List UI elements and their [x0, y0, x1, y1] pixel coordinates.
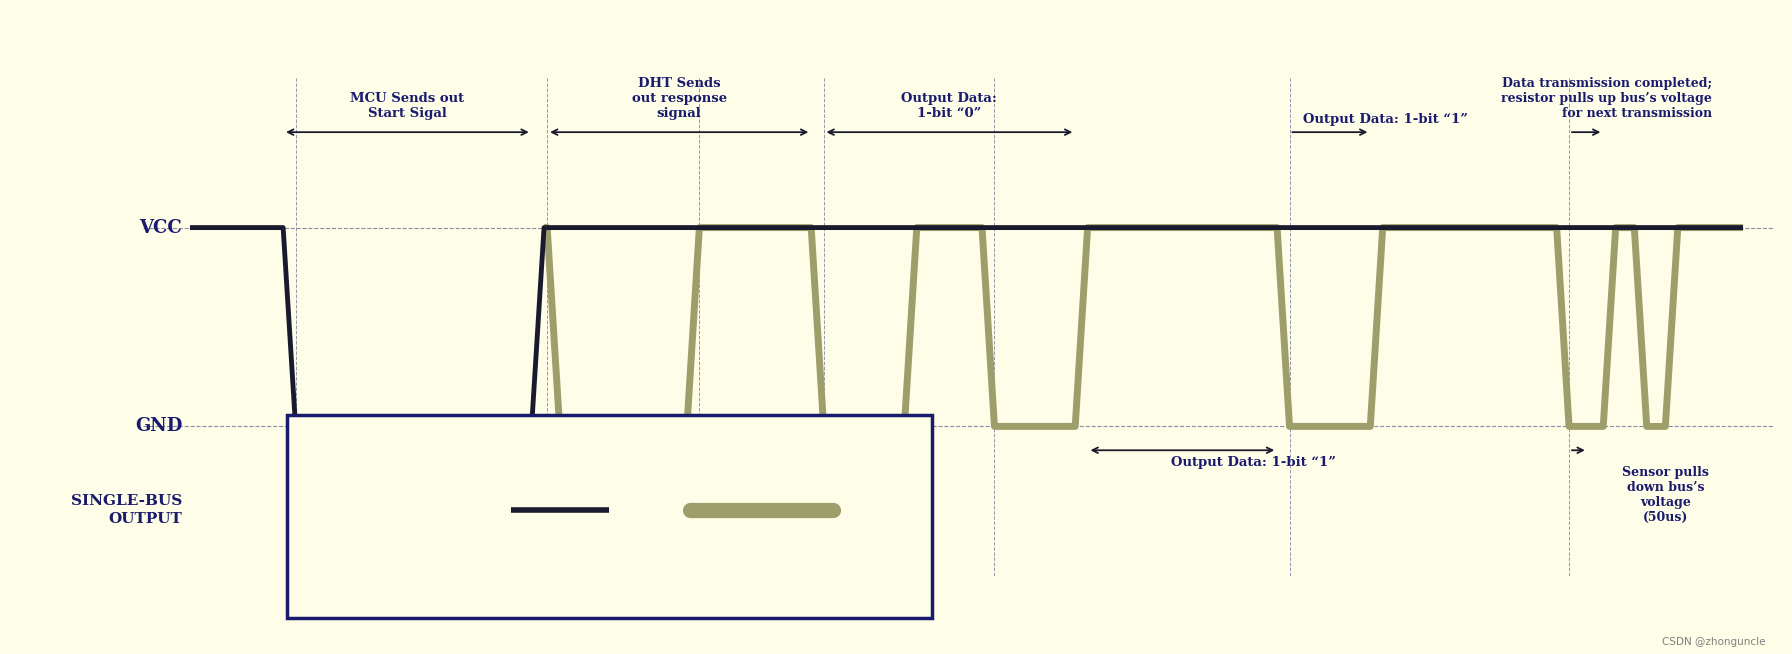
- Text: DHT Signal: DHT Signal: [722, 564, 819, 579]
- Text: :: :: [507, 435, 513, 450]
- Text: DHT Sends
out response
signal: DHT Sends out response signal: [631, 77, 728, 120]
- Text: MCU Signal: MCU Signal: [511, 564, 611, 579]
- Text: Data transmission completed;
resistor pulls up bus’s voltage
for next transmissi: Data transmission completed; resistor pu…: [1502, 77, 1711, 120]
- Text: GND: GND: [134, 417, 183, 436]
- Text: Lines
explaination: Lines explaination: [340, 435, 446, 465]
- Text: Pull up &
wait for
sensor
response: Pull up & wait for sensor response: [529, 466, 595, 524]
- Text: Sensor pulls
down bus’s
voltage
(50us): Sensor pulls down bus’s voltage (50us): [1622, 466, 1710, 524]
- Text: VCC: VCC: [140, 218, 183, 237]
- Text: Output Data: 1-bit “1”: Output Data: 1-bit “1”: [1172, 456, 1337, 469]
- Text: Output Data: 1-bit “1”: Output Data: 1-bit “1”: [1303, 113, 1468, 126]
- Text: Output Data:
1-bit “0”: Output Data: 1-bit “0”: [901, 92, 998, 120]
- Text: MCU Sends out
Start Sigal: MCU Sends out Start Sigal: [349, 92, 464, 120]
- Text: Pull up voltage
and get ready
for sensor’s
output: Pull up voltage and get ready for sensor…: [826, 466, 932, 524]
- Text: SINGLE-BUS
OUTPUT: SINGLE-BUS OUTPUT: [72, 494, 183, 526]
- Text: CSDN @zhonguncle: CSDN @zhonguncle: [1661, 638, 1765, 647]
